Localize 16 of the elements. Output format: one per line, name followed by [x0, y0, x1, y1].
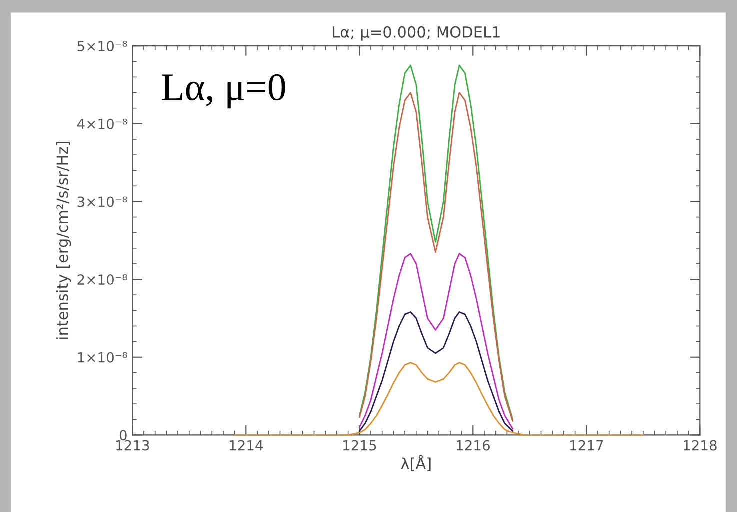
y-tick-label: 0 [120, 430, 127, 441]
y-tick-label: 3×10⁻⁸ [78, 196, 128, 208]
x-tick-label: 1215 [344, 440, 376, 451]
y-tick-label: 5×10⁻⁸ [78, 41, 128, 52]
x-tick-label: 1217 [570, 440, 604, 451]
x-tick-label: 1218 [684, 440, 717, 451]
x-tick-label: 1214 [230, 440, 264, 451]
x-tick-label: 1213 [116, 440, 150, 451]
x-axis-title: λ[Å] [401, 455, 431, 472]
annotation: Lα, μ=0 [162, 74, 286, 109]
chart-title: Lα; μ=0.000; MODEL1 [333, 26, 500, 41]
y-tick-label: 1×10⁻⁸ [78, 352, 128, 363]
y-tick-label: 4×10⁻⁸ [77, 118, 128, 130]
y-tick-label: 2×10⁻⁸ [78, 274, 128, 286]
y-axis-title: intensity [erg/cm²/s/sr/Hz] [56, 142, 72, 340]
x-tick-label: 1216 [457, 440, 490, 451]
